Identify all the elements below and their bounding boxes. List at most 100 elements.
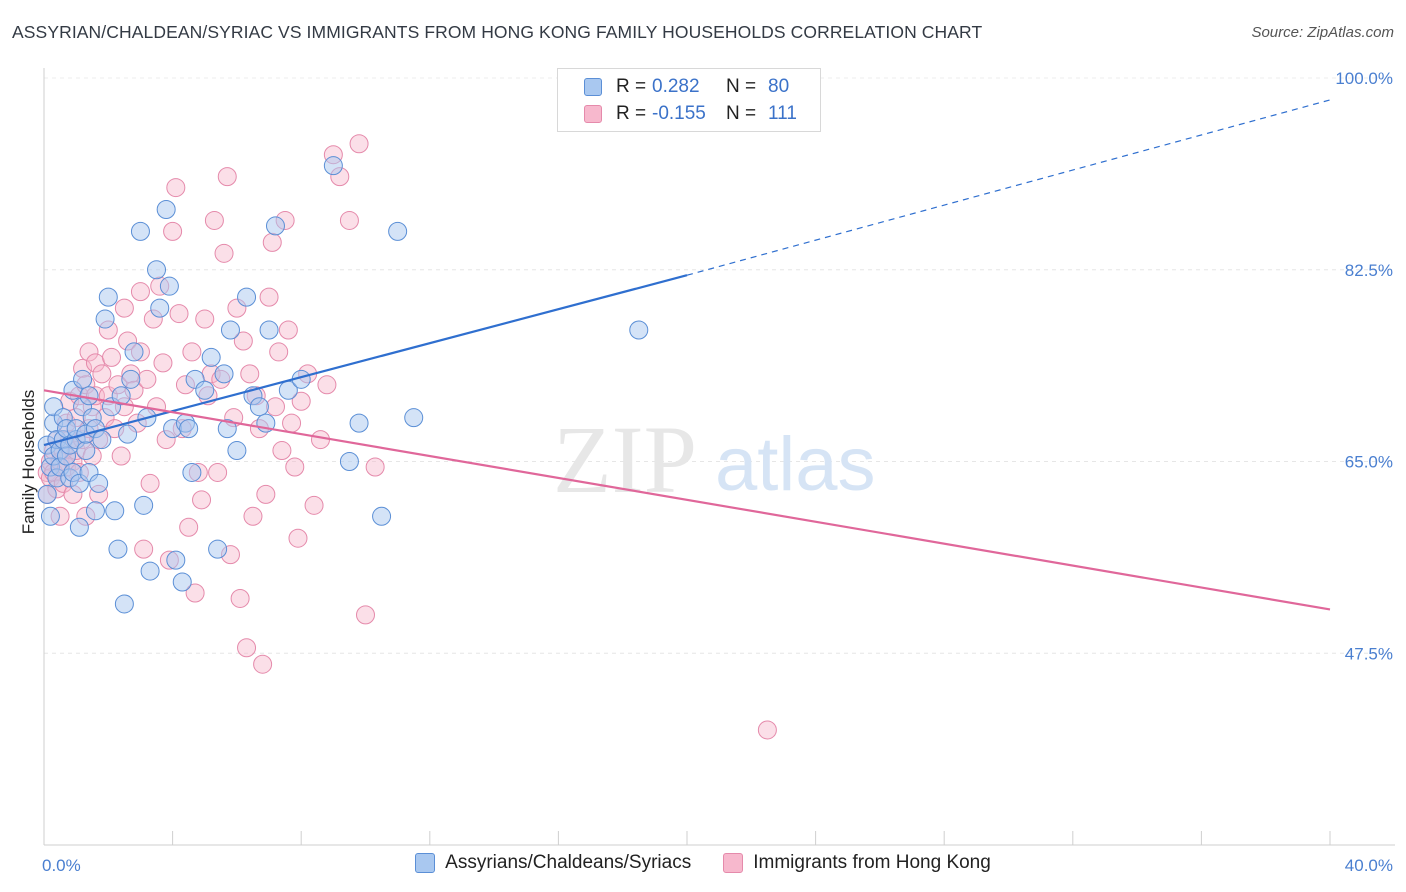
data-point-assyrian	[259, 320, 279, 340]
data-point-assyrian	[95, 309, 115, 329]
data-point-hongkong	[262, 232, 282, 252]
data-point-assyrian	[201, 347, 221, 367]
data-point-assyrian	[217, 419, 237, 439]
legend-r-value-series1: 0.282	[652, 76, 700, 97]
data-point-hongkong	[185, 583, 205, 603]
data-point-hongkong	[240, 364, 260, 384]
data-point-assyrian	[134, 495, 154, 515]
legend-row-series2: R = -0.155 N = 111	[584, 102, 797, 126]
data-point-assyrian	[349, 413, 369, 433]
data-point-assyrian	[89, 473, 109, 493]
legend-item-assyrians[interactable]: Assyrians/Chaldeans/Syriacs	[415, 852, 691, 874]
data-point-assyrian	[105, 501, 125, 521]
legend-n-label: N =	[726, 76, 757, 97]
trend-line-assyrian	[43, 274, 688, 447]
data-point-assyrian	[182, 462, 202, 482]
data-point-assyrian	[156, 199, 176, 219]
data-point-hongkong	[182, 342, 202, 362]
data-point-assyrian	[629, 320, 649, 340]
data-point-hongkong	[169, 304, 189, 324]
data-point-assyrian	[208, 539, 228, 559]
data-point-assyrian	[114, 594, 134, 614]
data-point-hongkong	[339, 210, 359, 230]
data-point-assyrian	[130, 221, 150, 241]
data-point-assyrian	[79, 386, 99, 406]
y-tick-label: 65.0%	[1345, 453, 1393, 472]
data-point-hongkong	[79, 342, 99, 362]
data-point-assyrian	[265, 216, 285, 236]
chart-title: ASSYRIAN/CHALDEAN/SYRIAC VS IMMIGRANTS F…	[12, 22, 983, 42]
data-point-assyrian	[118, 424, 138, 444]
series-legend: Assyrians/Chaldeans/Syriacs Immigrants f…	[0, 852, 1406, 874]
data-point-hongkong	[140, 473, 160, 493]
data-point-hongkong	[214, 243, 234, 263]
data-point-assyrian	[166, 550, 186, 570]
data-point-hongkong	[317, 375, 337, 395]
data-point-hongkong	[285, 457, 305, 477]
data-point-hongkong	[233, 331, 253, 351]
data-point-hongkong	[278, 320, 298, 340]
tick-labels: 47.5% 65.0% 82.5% 100.0% 0.0% 40.0%	[42, 69, 1393, 875]
data-point-assyrian	[140, 561, 160, 581]
data-point-assyrian	[220, 320, 240, 340]
data-point-assyrian	[92, 430, 112, 450]
data-point-assyrian	[150, 298, 170, 318]
data-point-assyrian	[179, 419, 199, 439]
data-point-hongkong	[153, 353, 173, 373]
data-point-assyrian	[323, 156, 343, 176]
data-point-hongkong	[102, 347, 122, 367]
legend-swatch-hongkong	[723, 853, 744, 873]
data-point-assyrian	[40, 506, 60, 526]
y-tick-label: 100.0%	[1335, 69, 1393, 88]
data-point-assyrian	[85, 501, 105, 521]
data-point-assyrian	[372, 506, 392, 526]
y-tick-label: 82.5%	[1345, 261, 1393, 280]
x-tick-label: 0.0%	[42, 856, 81, 875]
trend-line-assyrian-extension	[686, 99, 1331, 276]
data-point-hongkong	[291, 391, 311, 411]
data-point-hongkong	[243, 506, 263, 526]
data-point-hongkong	[163, 221, 183, 241]
data-point-assyrian	[249, 397, 269, 417]
watermark: ZIP atlas	[553, 406, 876, 513]
data-point-hongkong	[204, 210, 224, 230]
legend-row-series1: R = 0.282 N = 80	[584, 75, 789, 99]
data-point-hongkong	[265, 397, 285, 417]
legend-r-label: R =	[616, 76, 647, 97]
data-point-assyrian	[237, 287, 257, 307]
data-point-hongkong	[137, 369, 157, 389]
data-point-hongkong	[92, 364, 112, 384]
data-point-hongkong	[111, 446, 131, 466]
data-point-assyrian	[98, 287, 118, 307]
data-point-assyrian	[108, 539, 128, 559]
watermark-zip: ZIP	[553, 406, 697, 513]
data-point-hongkong	[195, 309, 215, 329]
data-point-hongkong	[253, 654, 273, 674]
legend-r-label: R =	[616, 103, 647, 124]
legend-r-value-series2: -0.155	[652, 103, 706, 124]
data-point-hongkong	[208, 462, 228, 482]
trend-lines	[43, 99, 1331, 611]
data-point-hongkong	[179, 517, 199, 537]
data-point-hongkong	[282, 413, 302, 433]
legend-item-hongkong[interactable]: Immigrants from Hong Kong	[723, 852, 991, 874]
data-point-hongkong	[256, 484, 276, 504]
data-point-assyrian	[69, 517, 89, 537]
watermark-atlas: atlas	[715, 422, 876, 507]
data-point-hongkong	[166, 178, 186, 198]
data-point-assyrian	[76, 441, 96, 461]
series-assyrian-points	[37, 156, 649, 614]
data-point-assyrian	[214, 364, 234, 384]
axes	[43, 68, 1395, 846]
data-point-assyrian	[195, 380, 215, 400]
data-point-assyrian	[159, 276, 179, 296]
data-point-hongkong	[304, 495, 324, 515]
data-point-assyrian	[388, 221, 408, 241]
data-point-hongkong	[288, 528, 308, 548]
data-point-assyrian	[172, 572, 192, 592]
data-point-hongkong	[114, 298, 134, 318]
data-point-hongkong	[356, 605, 375, 625]
data-point-hongkong	[349, 134, 369, 154]
data-point-hongkong	[757, 720, 777, 740]
